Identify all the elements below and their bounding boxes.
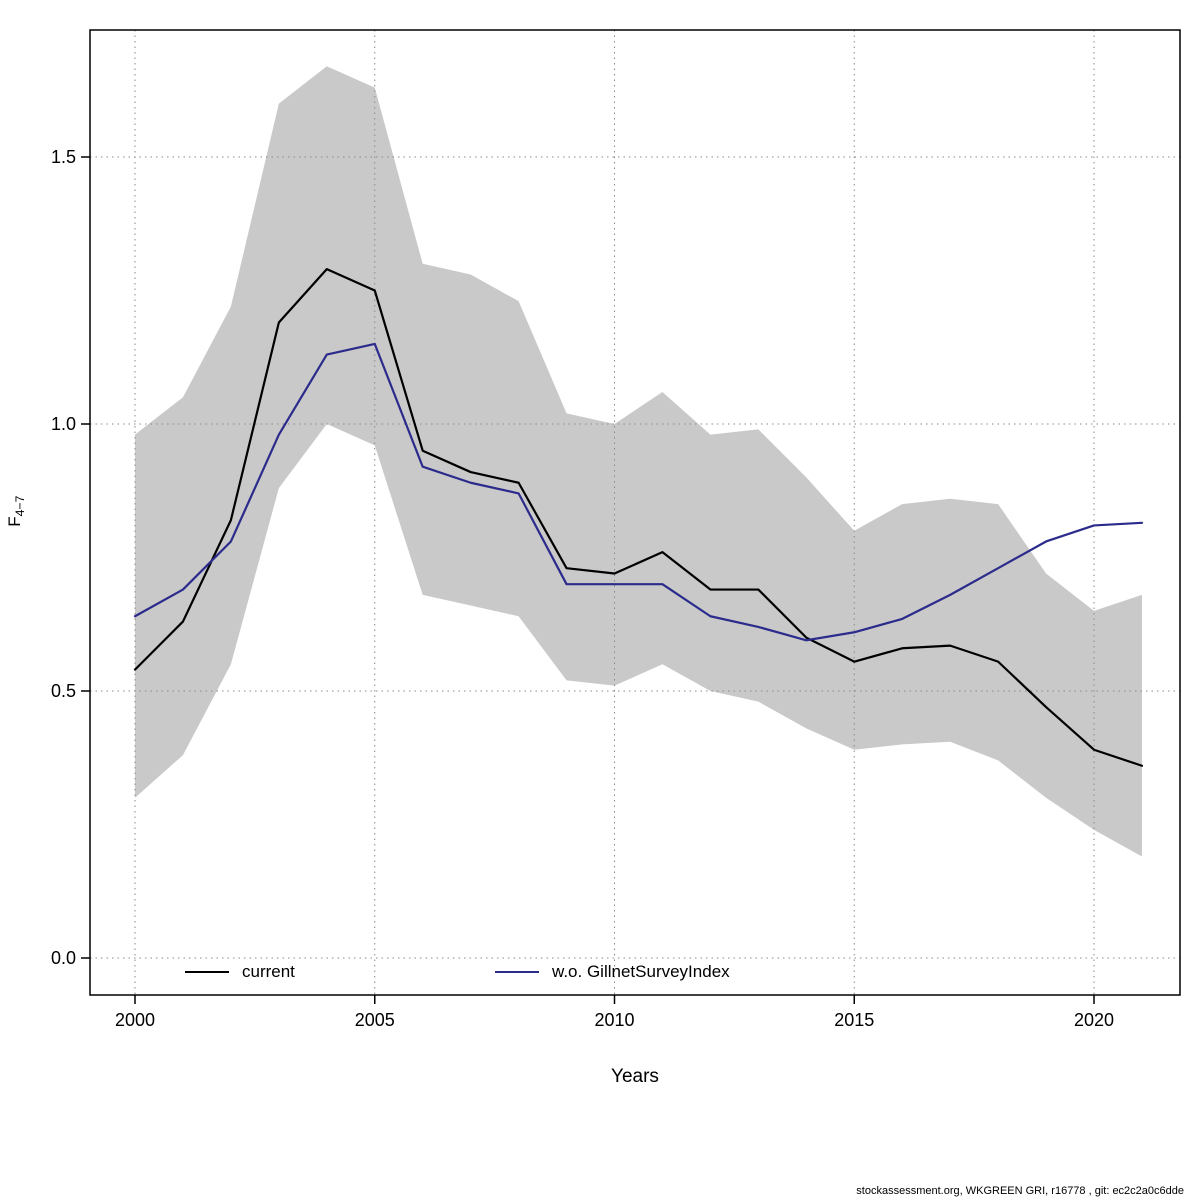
series-line-1 xyxy=(133,342,1144,642)
legend-label-wo-gillnet: w.o. GillnetSurveyIndex xyxy=(552,962,730,981)
x-tick-label: 2010 xyxy=(594,1010,635,1030)
series-line-0 xyxy=(133,268,1144,767)
legend-line-current-icon xyxy=(185,971,229,973)
plot-border xyxy=(89,29,1181,996)
y-axis-label-sub: 4−7 xyxy=(13,495,28,517)
x-tick-label: 2000 xyxy=(114,1010,156,1030)
footer-credit: stockassessment.org, WKGREEN GRI, r16778… xyxy=(856,1185,1184,1197)
y-tick-label: 1.0 xyxy=(50,414,76,434)
confidence-band xyxy=(135,66,1142,857)
legend-label-current: current xyxy=(242,962,295,981)
legend-line-wo-gillnet-icon xyxy=(495,971,539,973)
x-tick-label: 2015 xyxy=(834,1010,875,1030)
y-tick-label: 1.5 xyxy=(50,147,76,167)
x-axis-label: Years xyxy=(611,1066,659,1087)
legend-item-wo-gillnet: w.o. GillnetSurveyIndex xyxy=(495,958,730,986)
x-tick-label: 2020 xyxy=(1073,1010,1115,1030)
x-tick-label: 2005 xyxy=(354,1010,395,1030)
y-axis-label-main: F xyxy=(4,516,24,527)
y-axis-label: F4−7 xyxy=(5,461,27,561)
y-tick-label: 0.5 xyxy=(50,681,76,701)
legend: current w.o. GillnetSurveyIndex xyxy=(0,958,1200,986)
y-tick-label: 0.0 xyxy=(50,948,76,968)
legend-item-current: current xyxy=(185,958,295,986)
